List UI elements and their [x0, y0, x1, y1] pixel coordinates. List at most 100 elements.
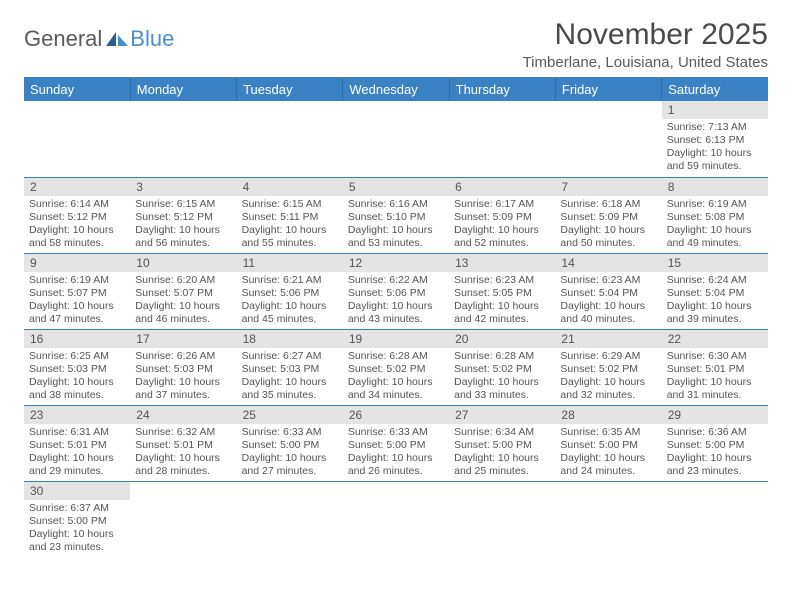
- month-title: November 2025: [523, 18, 768, 52]
- day-details: Sunrise: 6:21 AMSunset: 5:06 PMDaylight:…: [237, 272, 343, 329]
- day-details: Sunrise: 6:37 AMSunset: 5:00 PMDaylight:…: [24, 500, 130, 557]
- sunset-line: Sunset: 5:03 PM: [29, 363, 125, 376]
- day-cell: 26Sunrise: 6:33 AMSunset: 5:00 PMDayligh…: [343, 405, 449, 481]
- calendar-row: 23Sunrise: 6:31 AMSunset: 5:01 PMDayligh…: [24, 405, 768, 481]
- day-number: 26: [343, 406, 449, 424]
- day-details: Sunrise: 6:33 AMSunset: 5:00 PMDaylight:…: [343, 424, 449, 481]
- day-cell: 1Sunrise: 7:13 AMSunset: 6:13 PMDaylight…: [662, 101, 768, 177]
- sunrise-line: Sunrise: 6:28 AM: [454, 350, 550, 363]
- calendar-row: 2Sunrise: 6:14 AMSunset: 5:12 PMDaylight…: [24, 177, 768, 253]
- day-number: 5: [343, 178, 449, 196]
- day-details: Sunrise: 6:23 AMSunset: 5:05 PMDaylight:…: [449, 272, 555, 329]
- calendar-table: SundayMondayTuesdayWednesdayThursdayFrid…: [24, 78, 768, 557]
- empty-day-cell: [343, 101, 449, 177]
- sunset-line: Sunset: 5:00 PM: [29, 515, 125, 528]
- day-number: 19: [343, 330, 449, 348]
- day-details: Sunrise: 6:20 AMSunset: 5:07 PMDaylight:…: [130, 272, 236, 329]
- empty-day-cell: [237, 481, 343, 557]
- sunrise-line: Sunrise: 6:14 AM: [29, 198, 125, 211]
- day-details: Sunrise: 6:32 AMSunset: 5:01 PMDaylight:…: [130, 424, 236, 481]
- daylight-line: Daylight: 10 hours and 37 minutes.: [135, 376, 231, 402]
- empty-day-cell: [555, 481, 661, 557]
- sunset-line: Sunset: 5:00 PM: [242, 439, 338, 452]
- day-details: Sunrise: 6:18 AMSunset: 5:09 PMDaylight:…: [555, 196, 661, 253]
- daylight-line: Daylight: 10 hours and 58 minutes.: [29, 224, 125, 250]
- day-cell: 14Sunrise: 6:23 AMSunset: 5:04 PMDayligh…: [555, 253, 661, 329]
- day-cell: 27Sunrise: 6:34 AMSunset: 5:00 PMDayligh…: [449, 405, 555, 481]
- sunrise-line: Sunrise: 6:15 AM: [135, 198, 231, 211]
- sunrise-line: Sunrise: 6:31 AM: [29, 426, 125, 439]
- day-details: Sunrise: 6:27 AMSunset: 5:03 PMDaylight:…: [237, 348, 343, 405]
- empty-day-cell: [237, 101, 343, 177]
- day-cell: 8Sunrise: 6:19 AMSunset: 5:08 PMDaylight…: [662, 177, 768, 253]
- weekday-header: Wednesday: [343, 78, 449, 101]
- day-number: 24: [130, 406, 236, 424]
- sunset-line: Sunset: 5:06 PM: [348, 287, 444, 300]
- sunset-line: Sunset: 5:09 PM: [454, 211, 550, 224]
- day-details: Sunrise: 6:28 AMSunset: 5:02 PMDaylight:…: [343, 348, 449, 405]
- day-cell: 30Sunrise: 6:37 AMSunset: 5:00 PMDayligh…: [24, 481, 130, 557]
- day-details: Sunrise: 6:24 AMSunset: 5:04 PMDaylight:…: [662, 272, 768, 329]
- daylight-line: Daylight: 10 hours and 33 minutes.: [454, 376, 550, 402]
- day-cell: 6Sunrise: 6:17 AMSunset: 5:09 PMDaylight…: [449, 177, 555, 253]
- sunrise-line: Sunrise: 6:28 AM: [348, 350, 444, 363]
- day-cell: 5Sunrise: 6:16 AMSunset: 5:10 PMDaylight…: [343, 177, 449, 253]
- day-number: 12: [343, 254, 449, 272]
- sunrise-line: Sunrise: 6:27 AM: [242, 350, 338, 363]
- sunrise-line: Sunrise: 6:29 AM: [560, 350, 656, 363]
- logo: General Blue: [24, 18, 174, 52]
- sunrise-line: Sunrise: 6:37 AM: [29, 502, 125, 515]
- sunset-line: Sunset: 5:03 PM: [135, 363, 231, 376]
- sunset-line: Sunset: 5:01 PM: [667, 363, 763, 376]
- sunrise-line: Sunrise: 6:34 AM: [454, 426, 550, 439]
- sunset-line: Sunset: 5:05 PM: [454, 287, 550, 300]
- day-number: 25: [237, 406, 343, 424]
- title-block: November 2025 Timberlane, Louisiana, Uni…: [523, 18, 768, 71]
- sunrise-line: Sunrise: 6:36 AM: [667, 426, 763, 439]
- empty-day-cell: [24, 101, 130, 177]
- weekday-header-row: SundayMondayTuesdayWednesdayThursdayFrid…: [24, 78, 768, 101]
- sunrise-line: Sunrise: 6:26 AM: [135, 350, 231, 363]
- sunrise-line: Sunrise: 6:16 AM: [348, 198, 444, 211]
- sunrise-line: Sunrise: 6:35 AM: [560, 426, 656, 439]
- sunrise-line: Sunrise: 6:19 AM: [29, 274, 125, 287]
- day-cell: 17Sunrise: 6:26 AMSunset: 5:03 PMDayligh…: [130, 329, 236, 405]
- day-number: 10: [130, 254, 236, 272]
- weekday-header: Friday: [555, 78, 661, 101]
- day-details: Sunrise: 6:26 AMSunset: 5:03 PMDaylight:…: [130, 348, 236, 405]
- day-cell: 24Sunrise: 6:32 AMSunset: 5:01 PMDayligh…: [130, 405, 236, 481]
- day-details: Sunrise: 6:33 AMSunset: 5:00 PMDaylight:…: [237, 424, 343, 481]
- sunset-line: Sunset: 5:09 PM: [560, 211, 656, 224]
- sunset-line: Sunset: 5:08 PM: [667, 211, 763, 224]
- sunrise-line: Sunrise: 6:25 AM: [29, 350, 125, 363]
- logo-sail-icon: [104, 30, 130, 48]
- day-number: 4: [237, 178, 343, 196]
- header: General Blue November 2025 Timberlane, L…: [24, 18, 768, 71]
- sunset-line: Sunset: 5:02 PM: [348, 363, 444, 376]
- sunset-line: Sunset: 5:04 PM: [560, 287, 656, 300]
- daylight-line: Daylight: 10 hours and 23 minutes.: [667, 452, 763, 478]
- day-cell: 15Sunrise: 6:24 AMSunset: 5:04 PMDayligh…: [662, 253, 768, 329]
- sunrise-line: Sunrise: 6:33 AM: [348, 426, 444, 439]
- day-cell: 2Sunrise: 6:14 AMSunset: 5:12 PMDaylight…: [24, 177, 130, 253]
- sunset-line: Sunset: 5:00 PM: [667, 439, 763, 452]
- daylight-line: Daylight: 10 hours and 50 minutes.: [560, 224, 656, 250]
- daylight-line: Daylight: 10 hours and 32 minutes.: [560, 376, 656, 402]
- sunrise-line: Sunrise: 7:13 AM: [667, 121, 763, 134]
- day-details: Sunrise: 6:15 AMSunset: 5:11 PMDaylight:…: [237, 196, 343, 253]
- day-cell: 12Sunrise: 6:22 AMSunset: 5:06 PMDayligh…: [343, 253, 449, 329]
- day-details: Sunrise: 6:23 AMSunset: 5:04 PMDaylight:…: [555, 272, 661, 329]
- day-details: Sunrise: 6:36 AMSunset: 5:00 PMDaylight:…: [662, 424, 768, 481]
- empty-day-cell: [343, 481, 449, 557]
- day-number: 14: [555, 254, 661, 272]
- daylight-line: Daylight: 10 hours and 56 minutes.: [135, 224, 231, 250]
- day-details: Sunrise: 6:19 AMSunset: 5:08 PMDaylight:…: [662, 196, 768, 253]
- empty-day-cell: [449, 101, 555, 177]
- day-cell: 22Sunrise: 6:30 AMSunset: 5:01 PMDayligh…: [662, 329, 768, 405]
- daylight-line: Daylight: 10 hours and 45 minutes.: [242, 300, 338, 326]
- daylight-line: Daylight: 10 hours and 25 minutes.: [454, 452, 550, 478]
- day-number: 11: [237, 254, 343, 272]
- day-cell: 13Sunrise: 6:23 AMSunset: 5:05 PMDayligh…: [449, 253, 555, 329]
- day-number: 28: [555, 406, 661, 424]
- sunrise-line: Sunrise: 6:17 AM: [454, 198, 550, 211]
